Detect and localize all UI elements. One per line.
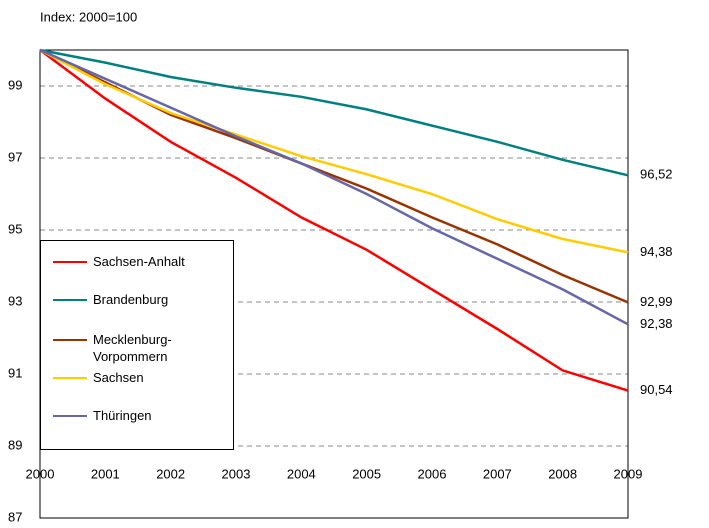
end-label: 92,38 xyxy=(640,316,673,331)
chart-title: Index: 2000=100 xyxy=(40,9,137,24)
x-tick-label: 2000 xyxy=(26,466,55,481)
legend-label: Thüringen xyxy=(93,408,152,423)
series-line xyxy=(39,48,629,177)
legend: Sachsen-Anhalt Brandenburg Mecklenburg-Vor… xyxy=(40,240,234,450)
x-tick-label: 2003 xyxy=(222,466,251,481)
legend-swatch xyxy=(53,299,87,301)
x-tick-label: 2001 xyxy=(91,466,120,481)
legend-label: Sachsen-Anhalt xyxy=(93,254,185,269)
x-tick-label: 2005 xyxy=(352,466,381,481)
legend-entry: Sachsen-Anhalt xyxy=(41,253,213,270)
legend-swatch xyxy=(53,339,87,341)
y-tick-label: 89 xyxy=(8,437,22,452)
y-tick-label: 91 xyxy=(8,365,22,380)
y-tick-label: 87 xyxy=(8,509,22,524)
x-tick-label: 2002 xyxy=(156,466,185,481)
legend-label: Sachsen xyxy=(93,370,144,385)
legend-entry: Brandenburg xyxy=(41,291,213,308)
end-label: 92,99 xyxy=(640,294,673,309)
legend-entry: Sachsen xyxy=(41,369,213,386)
legend-swatch xyxy=(53,261,87,263)
x-tick-label: 2009 xyxy=(614,466,643,481)
end-label: 96,52 xyxy=(640,167,673,182)
series-line xyxy=(39,48,629,326)
legend-entry: Mecklenburg-Vorpommern xyxy=(41,331,183,365)
x-tick-label: 2004 xyxy=(287,466,316,481)
end-label: 90,54 xyxy=(640,382,673,397)
legend-label: Brandenburg xyxy=(93,292,169,307)
legend-swatch xyxy=(53,377,87,379)
series-line xyxy=(39,48,629,254)
x-tick-label: 2008 xyxy=(548,466,577,481)
y-tick-label: 95 xyxy=(8,221,22,236)
y-tick-label: 93 xyxy=(8,293,22,308)
legend-swatch xyxy=(53,415,87,417)
end-label: 94,38 xyxy=(640,244,673,259)
x-tick-label: 2007 xyxy=(483,466,512,481)
legend-label: Mecklenburg-Vorpommern xyxy=(93,332,172,364)
legend-entry: Thüringen xyxy=(41,407,213,424)
series-line xyxy=(39,48,629,392)
y-tick-label: 97 xyxy=(8,149,22,164)
y-tick-label: 99 xyxy=(8,77,22,92)
x-tick-label: 2006 xyxy=(418,466,447,481)
